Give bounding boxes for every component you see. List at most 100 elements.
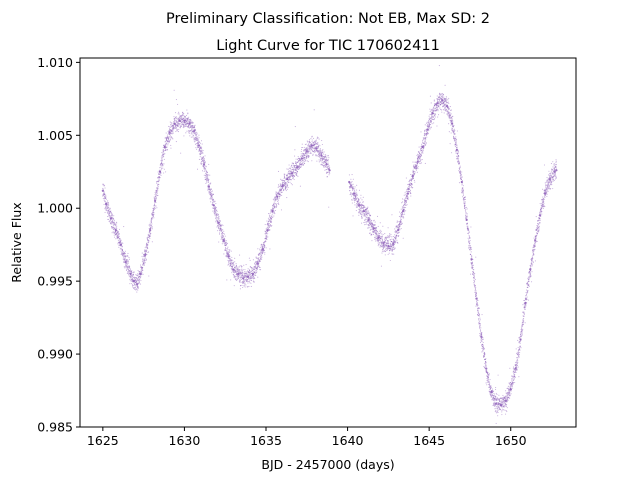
- scatter-point: [411, 175, 413, 177]
- scatter-point: [408, 185, 410, 187]
- scatter-point: [109, 221, 111, 223]
- scatter-point: [452, 123, 454, 125]
- scatter-point: [248, 277, 250, 279]
- scatter-point: [439, 107, 441, 109]
- scatter-point: [412, 187, 414, 189]
- scatter-point: [378, 242, 380, 244]
- scatter-point: [393, 253, 395, 255]
- scatter-point: [272, 216, 274, 218]
- scatter-point: [384, 246, 386, 248]
- plot-area: 1625 1630 1635 1640 1645 1650 0.9850.9900.995…: [37, 55, 577, 448]
- scatter-point: [405, 201, 408, 203]
- scatter-point: [249, 273, 252, 275]
- scatter-point: [143, 264, 145, 266]
- scatter-point: [213, 201, 215, 203]
- scatter-point: [133, 282, 135, 285]
- scatter-point: [218, 215, 220, 217]
- scatter-point: [414, 163, 416, 166]
- scatter-point: [302, 161, 304, 163]
- scatter-point: [460, 179, 462, 181]
- scatter-point: [112, 220, 114, 222]
- scatter-point: [410, 180, 413, 182]
- scatter-point: [240, 278, 242, 280]
- scatter-point: [379, 230, 381, 232]
- scatter-point: [193, 131, 195, 133]
- scatter-point: [379, 243, 381, 245]
- scatter-point: [171, 122, 173, 124]
- scatter-point: [165, 132, 167, 134]
- scatter-point: [279, 193, 281, 195]
- scatter-point: [203, 160, 205, 162]
- scatter-point: [427, 132, 429, 134]
- scatter-point: [182, 114, 184, 116]
- scatter-point: [127, 274, 130, 276]
- scatter-point: [467, 232, 469, 234]
- scatter-point: [143, 253, 145, 255]
- scatter-point: [426, 121, 428, 123]
- scatter-point: [247, 280, 249, 282]
- scatter-point: [449, 109, 452, 111]
- scatter-point: [258, 259, 260, 261]
- scatter-point: [389, 259, 391, 262]
- scatter-point: [429, 110, 431, 113]
- scatter-point: [197, 139, 199, 141]
- scatter-point: [234, 272, 236, 274]
- scatter-point: [301, 162, 304, 165]
- scatter-point: [425, 138, 427, 140]
- scatter-point: [282, 183, 284, 185]
- scatter-point: [315, 155, 317, 157]
- scatter-point: [212, 203, 214, 205]
- scatter-point: [247, 271, 249, 273]
- scatter-point: [306, 157, 308, 159]
- scatter-point: [359, 206, 361, 208]
- scatter-point: [314, 150, 316, 152]
- scatter-point: [316, 137, 318, 139]
- scatter-point: [175, 112, 177, 114]
- scatter-point: [175, 124, 177, 127]
- chart-title: Light Curve for TIC 170602411: [216, 38, 440, 54]
- scatter-point: [114, 229, 117, 231]
- scatter-point: [448, 111, 450, 113]
- scatter-point: [226, 253, 229, 255]
- scatter-point: [125, 264, 127, 266]
- scatter-point: [426, 136, 428, 138]
- scatter-point: [391, 241, 393, 243]
- scatter-point: [178, 125, 180, 127]
- scatter-point: [317, 151, 319, 153]
- scatter-point: [412, 161, 414, 163]
- scatter-point: [314, 149, 316, 151]
- scatter-point: [250, 282, 252, 284]
- scatter-point: [305, 149, 308, 151]
- scatter-point: [254, 273, 256, 275]
- scatter-point: [308, 145, 310, 147]
- scatter-point: [158, 181, 160, 183]
- scatter-point: [317, 156, 319, 158]
- scatter-point: [358, 189, 361, 191]
- scatter-point: [248, 285, 250, 287]
- scatter-point: [285, 182, 287, 184]
- scatter-point: [286, 168, 288, 170]
- scatter-point: [112, 218, 114, 220]
- scatter-point: [232, 261, 234, 263]
- scatter-point: [394, 228, 396, 230]
- scatter-point: [306, 153, 308, 155]
- scatter-point: [328, 171, 330, 173]
- scatter-point: [389, 242, 392, 244]
- scatter-point: [217, 220, 219, 222]
- scatter-point: [243, 279, 245, 281]
- scatter-point: [461, 183, 463, 185]
- scatter-point: [215, 207, 217, 209]
- scatter-point: [410, 186, 412, 189]
- scatter-point: [319, 160, 321, 162]
- scatter-point: [284, 179, 286, 182]
- scatter-point: [459, 171, 461, 173]
- scatter-point: [406, 192, 408, 194]
- scatter-point: [293, 168, 295, 170]
- scatter-point: [192, 122, 194, 124]
- scatter-point: [214, 205, 216, 208]
- scatter-point: [379, 233, 381, 235]
- scatter-point: [425, 128, 427, 131]
- scatter-point: [408, 181, 410, 183]
- scatter-point: [223, 230, 225, 232]
